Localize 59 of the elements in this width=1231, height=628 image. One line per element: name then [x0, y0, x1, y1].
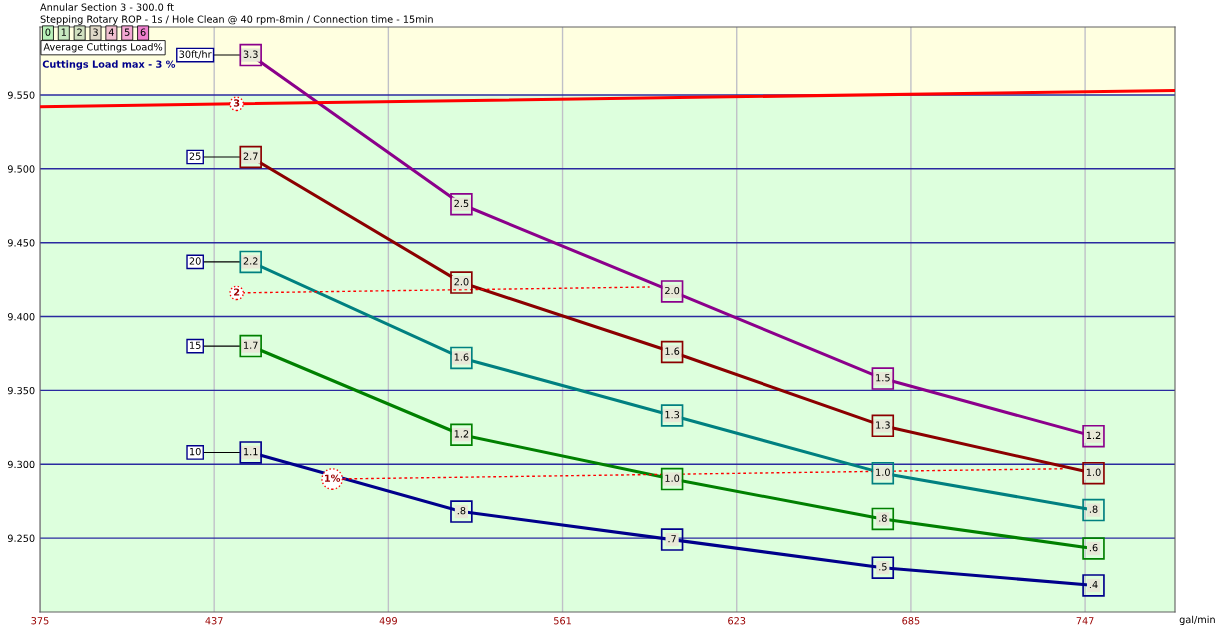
- text: 10: [190, 447, 201, 456]
- annotation: 1.0: [1086, 468, 1101, 476]
- text: 15: [190, 341, 201, 349]
- annotation: 2.0: [454, 278, 469, 286]
- y-tick-label: 9.350: [7, 386, 35, 395]
- series-label: 2: [234, 288, 240, 296]
- x-axis-title: gal/min: [1179, 615, 1215, 626]
- annotation: .8: [879, 514, 887, 522]
- annotation: 1.7: [244, 341, 258, 349]
- annotation: 1.2: [454, 430, 469, 438]
- annotation: 2.5: [454, 199, 469, 208]
- annotation: 1: [61, 28, 66, 36]
- annotation: .4: [1089, 581, 1098, 589]
- annotation: 1.3: [876, 421, 890, 429]
- y-tick-label: 9.250: [7, 534, 35, 542]
- x-tick-label: 561: [554, 617, 571, 625]
- x-tick-label: 685: [902, 617, 920, 625]
- annotation: 3.3: [243, 50, 258, 58]
- legend-title: Average Cuttings Load%: [43, 43, 163, 53]
- annotation: .5: [879, 563, 887, 571]
- chart-title: Annular Section 3 - 300.0 ft: [40, 3, 174, 11]
- y-tick-label: 9.400: [7, 313, 35, 321]
- annotation: 2.2: [243, 257, 258, 265]
- annotation: 0: [45, 28, 51, 36]
- y-tick-label: 9.300: [7, 460, 35, 469]
- annotation: 6: [140, 28, 146, 36]
- annotation: 1.2: [1086, 431, 1101, 439]
- annotation: .6: [1089, 543, 1098, 552]
- x-tick-label: 437: [205, 617, 223, 625]
- y-tick-label: 9.550: [7, 91, 35, 99]
- annotation: 5: [124, 28, 130, 36]
- text: 20: [189, 257, 201, 265]
- annotation: .7: [668, 535, 676, 543]
- annotation: 2: [77, 28, 82, 36]
- x-tick-label: 747: [1076, 617, 1094, 625]
- series-label: 3: [233, 99, 240, 107]
- annotation: .8: [1089, 505, 1098, 513]
- x-tick-label: 375: [31, 617, 49, 625]
- annotation: 4: [108, 28, 114, 36]
- text: 25: [189, 152, 201, 160]
- annotation: 1.0: [876, 468, 890, 476]
- annotation: .8: [457, 507, 466, 515]
- annotation: 1.1: [244, 448, 258, 456]
- annotation: 1.6: [665, 347, 680, 355]
- annotation: 2.0: [665, 286, 680, 295]
- annotation: 3: [93, 28, 98, 36]
- y-tick-label: 9.500: [7, 165, 35, 173]
- chart-subtitle: Stepping Rotary ROP - 1s / Hole Clean @ 40 rpm-8min / Connection time - 15min: [40, 15, 433, 25]
- annotation: 1.6: [454, 353, 469, 361]
- annotation: Cuttings Load max - 3 %: [42, 60, 176, 70]
- annotation: 1.0: [665, 474, 680, 482]
- text: 30ft/hr: [179, 50, 212, 59]
- x-tick-label: 623: [728, 617, 746, 625]
- y-tick-label: 9.450: [7, 239, 35, 247]
- annotation: 1.5: [876, 374, 890, 382]
- series-label: 1%: [325, 474, 341, 482]
- x-tick-label: 499: [379, 617, 397, 625]
- annotation: 1.3: [665, 410, 680, 419]
- annotation: 2.7: [243, 152, 258, 160]
